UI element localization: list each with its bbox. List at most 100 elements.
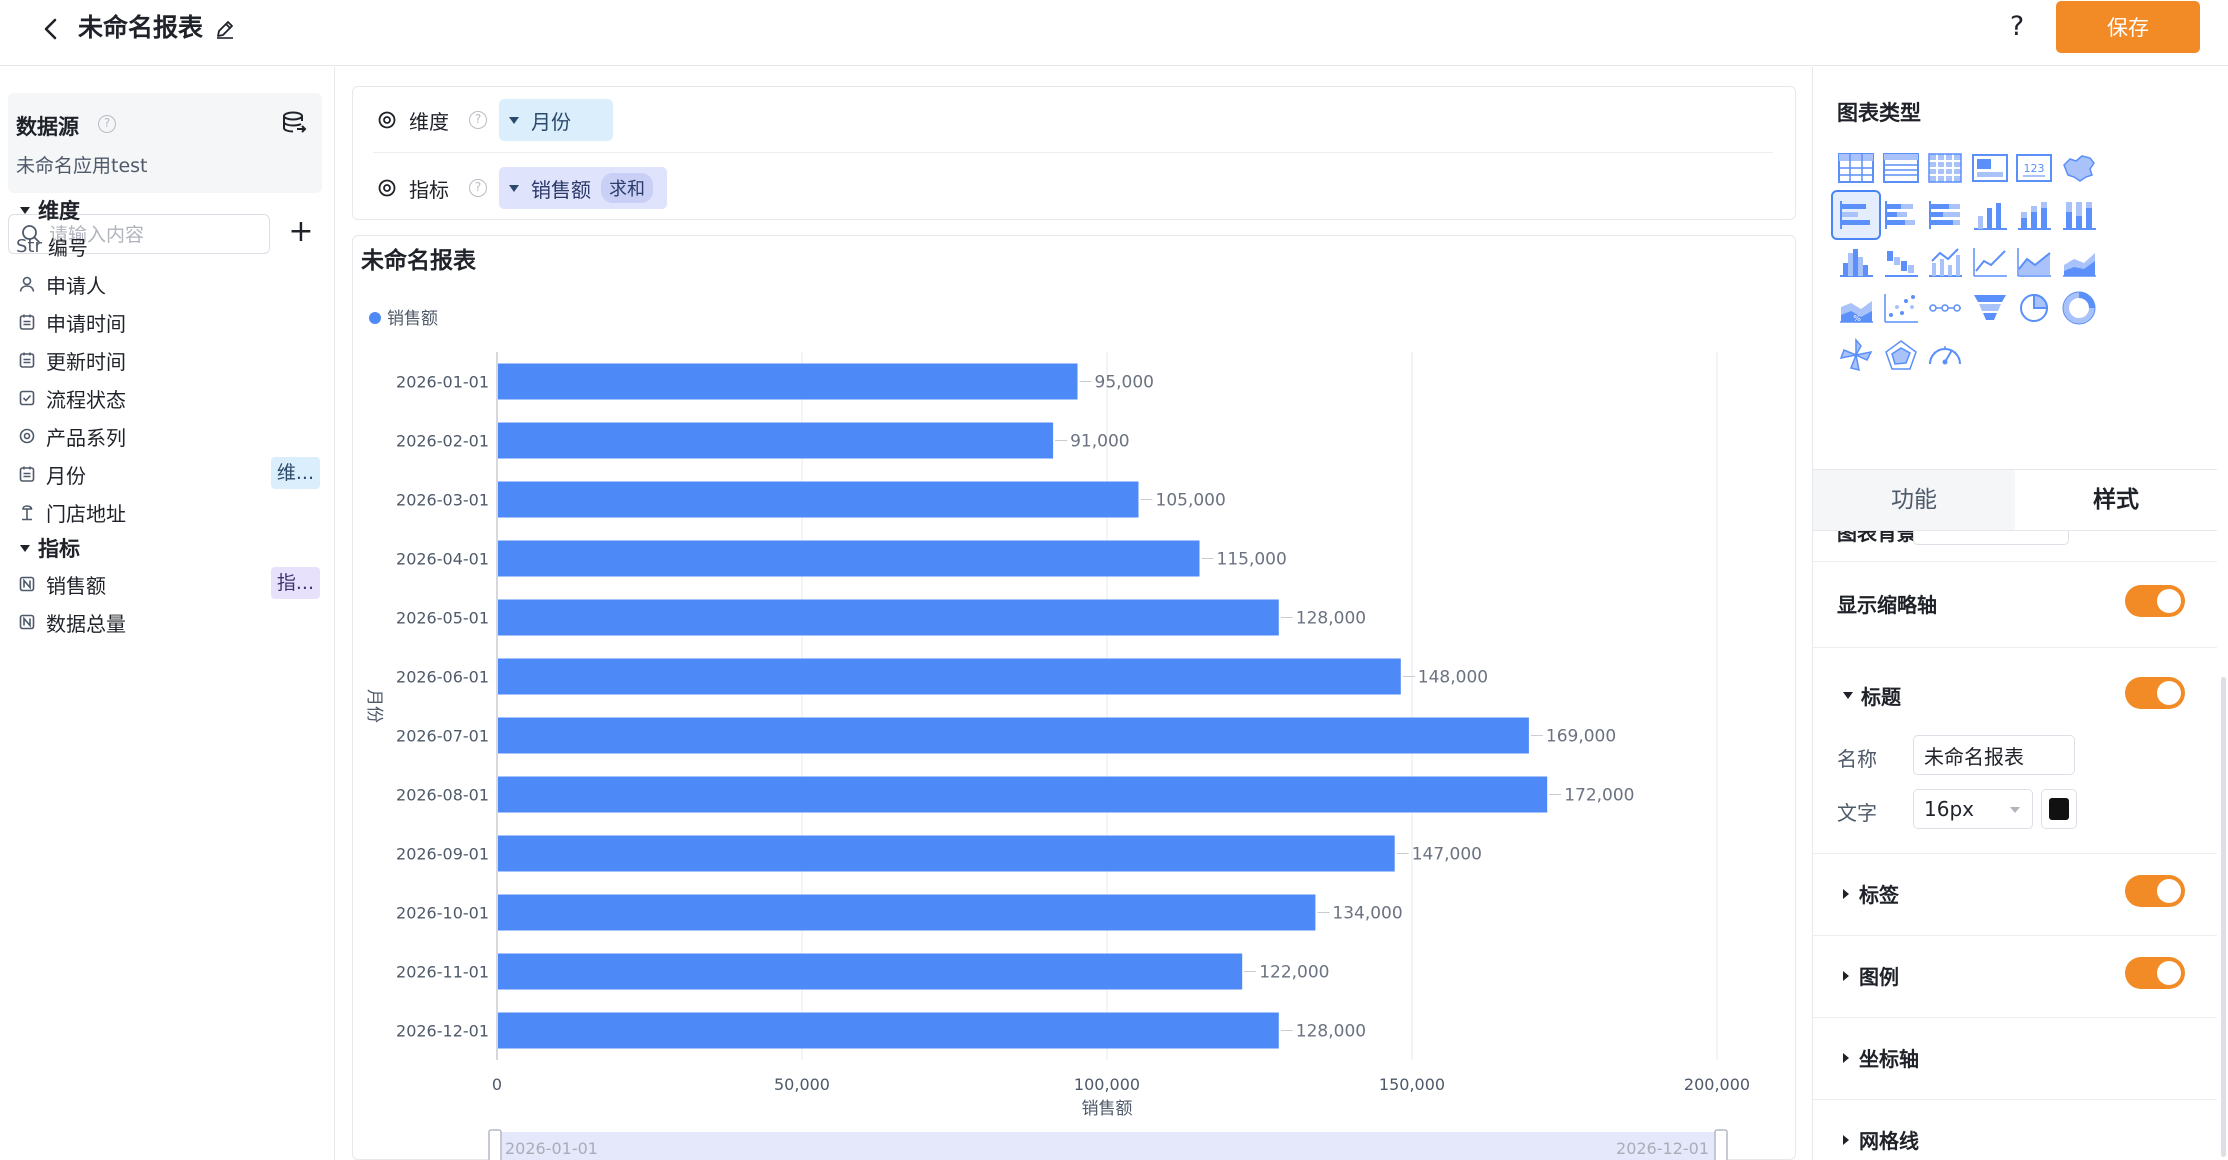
tab-style[interactable]: 样式 <box>2015 470 2217 530</box>
field-label: 编号 <box>47 235 88 260</box>
zoom-handle-end[interactable] <box>1714 1129 1728 1160</box>
percent-area-icon[interactable]: % <box>1831 283 1881 333</box>
y-tick-label: 2026-11-01 <box>396 963 489 982</box>
database-switch-button[interactable] <box>280 109 308 137</box>
metric-pill-sales[interactable]: 销售额 求和 <box>499 167 667 209</box>
field-item-update-time[interactable]: 更新时间 <box>16 341 320 379</box>
waterfall-icon[interactable] <box>1876 237 1926 287</box>
gear-icon[interactable] <box>377 178 397 198</box>
caret-right-icon <box>1843 970 1849 981</box>
map-icon[interactable] <box>2054 143 2104 193</box>
field-item-applicant[interactable]: 申请人 <box>16 265 320 303</box>
percent-column-icon[interactable] <box>2054 190 2104 240</box>
timeline-icon[interactable] <box>1920 283 1970 333</box>
field-label: 销售额 <box>46 573 106 598</box>
column-icon[interactable] <box>1965 190 2015 240</box>
bar <box>498 835 1395 872</box>
label-section-label: 标签 <box>1859 883 1899 907</box>
divider <box>1813 1017 2217 1018</box>
y-tick-label: 2026-09-01 <box>396 845 489 864</box>
grid-section-header[interactable]: 网格线 <box>1837 1125 1919 1154</box>
show-zoom-toggle[interactable] <box>2125 585 2185 617</box>
report-title: 未命名报表 <box>78 13 204 42</box>
table-icon[interactable] <box>1831 143 1881 193</box>
search-input[interactable] <box>49 221 259 249</box>
percent-bar-horizontal-icon[interactable] <box>1920 190 1970 240</box>
combo-icon[interactable] <box>1920 237 1970 287</box>
number-card-icon[interactable]: 123 <box>2009 143 2059 193</box>
bar <box>498 540 1200 577</box>
help-button[interactable]: ? <box>2009 11 2025 42</box>
stacked-bar-horizontal-icon[interactable] <box>1876 190 1926 240</box>
radar-icon[interactable] <box>1876 330 1926 380</box>
y-tick-label: 2026-03-01 <box>396 491 489 510</box>
field-item-bianhao[interactable]: Str 编号 <box>16 227 320 265</box>
legend-section-header[interactable]: 图例 <box>1837 961 1899 990</box>
metrics-group-header[interactable]: 指标 <box>20 533 80 563</box>
title-toggle[interactable] <box>2125 677 2185 709</box>
detail-table-icon[interactable] <box>1876 143 1926 193</box>
bar-horizontal-icon[interactable] <box>1831 189 1881 240</box>
stacked-column-icon[interactable] <box>2009 190 2059 240</box>
help-icon[interactable]: ? <box>469 179 487 197</box>
field-label: 申请时间 <box>46 311 126 336</box>
gear-icon[interactable] <box>377 110 397 130</box>
field-item-apply-time[interactable]: 申请时间 <box>16 303 320 341</box>
label-toggle[interactable] <box>2125 875 2185 907</box>
data-label: 147,000 <box>1412 845 1482 865</box>
field-panel: 数据源 ? 未命名应用test + 维度 Str 编号 申请人 申请时间 更新时… <box>0 67 335 1160</box>
label-section-header[interactable]: 标签 <box>1837 879 1899 908</box>
pencil-icon <box>217 21 233 39</box>
kpi-card-icon[interactable] <box>1965 143 2015 193</box>
axis-section-header[interactable]: 坐标轴 <box>1837 1043 1919 1072</box>
dimension-pill-month[interactable]: 月份 <box>499 99 613 141</box>
field-item-product-series[interactable]: 产品系列 <box>16 417 320 455</box>
chart-types-title: 图表类型 <box>1837 101 1921 125</box>
scatter-icon[interactable] <box>1876 283 1926 333</box>
edit-title-button[interactable] <box>210 14 240 44</box>
back-button[interactable] <box>36 14 66 44</box>
donut-icon[interactable] <box>2054 283 2104 333</box>
title-section-header[interactable]: 标题 <box>1837 679 1901 711</box>
add-field-button[interactable]: + <box>288 214 314 249</box>
save-button[interactable]: 保存 <box>2056 1 2200 53</box>
help-icon[interactable]: ? <box>98 115 116 133</box>
title-color-picker[interactable] <box>2041 789 2077 829</box>
field-item-sales[interactable]: 销售额 指... <box>16 565 320 603</box>
field-item-store-address[interactable]: 门店地址 <box>16 493 320 531</box>
field-item-month[interactable]: 月份 维... <box>16 455 320 493</box>
person-icon <box>16 273 38 295</box>
calendar-icon <box>16 463 38 485</box>
legend-toggle[interactable] <box>2125 957 2185 989</box>
tab-function[interactable]: 功能 <box>1813 470 2015 530</box>
location-icon <box>16 501 38 523</box>
number-icon <box>16 573 38 595</box>
rose-icon[interactable] <box>1831 330 1881 380</box>
x-tick-label: 0 <box>492 1075 502 1094</box>
title-name-input[interactable] <box>1913 735 2075 775</box>
field-item-record-count[interactable]: 数据总量 <box>16 603 320 641</box>
zoom-end-label: 2026-12-01 <box>1616 1139 1709 1158</box>
chart-background-color-field[interactable] <box>1913 531 2069 545</box>
histogram-icon[interactable] <box>1831 237 1881 287</box>
y-tick-label: 2026-01-01 <box>396 373 489 392</box>
font-size-select[interactable]: 16px <box>1913 789 2033 829</box>
pie-icon[interactable] <box>2009 283 2059 333</box>
field-item-flow-status[interactable]: 流程状态 <box>16 379 320 417</box>
data-label: 148,000 <box>1418 668 1488 688</box>
gauge-icon[interactable] <box>1920 330 1970 380</box>
funnel-icon[interactable] <box>1965 283 2015 333</box>
stacked-area-icon[interactable] <box>2054 237 2104 287</box>
pivot-table-icon[interactable] <box>1920 143 1970 193</box>
line-icon[interactable] <box>1965 237 2015 287</box>
font-size-value: 16px <box>1924 797 1974 821</box>
aggregation-badge[interactable]: 求和 <box>601 173 653 203</box>
metric-config-label: 指标 <box>409 177 449 202</box>
area-icon[interactable] <box>2009 237 2059 287</box>
chart-background-label: 图表背景 <box>1837 531 1917 545</box>
help-icon[interactable]: ? <box>469 111 487 129</box>
dimensions-group-header[interactable]: 维度 <box>20 195 80 225</box>
zoom-handle-start[interactable] <box>488 1129 502 1160</box>
scrollbar[interactable] <box>2221 677 2226 1157</box>
legend-label: 销售额 <box>387 309 438 329</box>
